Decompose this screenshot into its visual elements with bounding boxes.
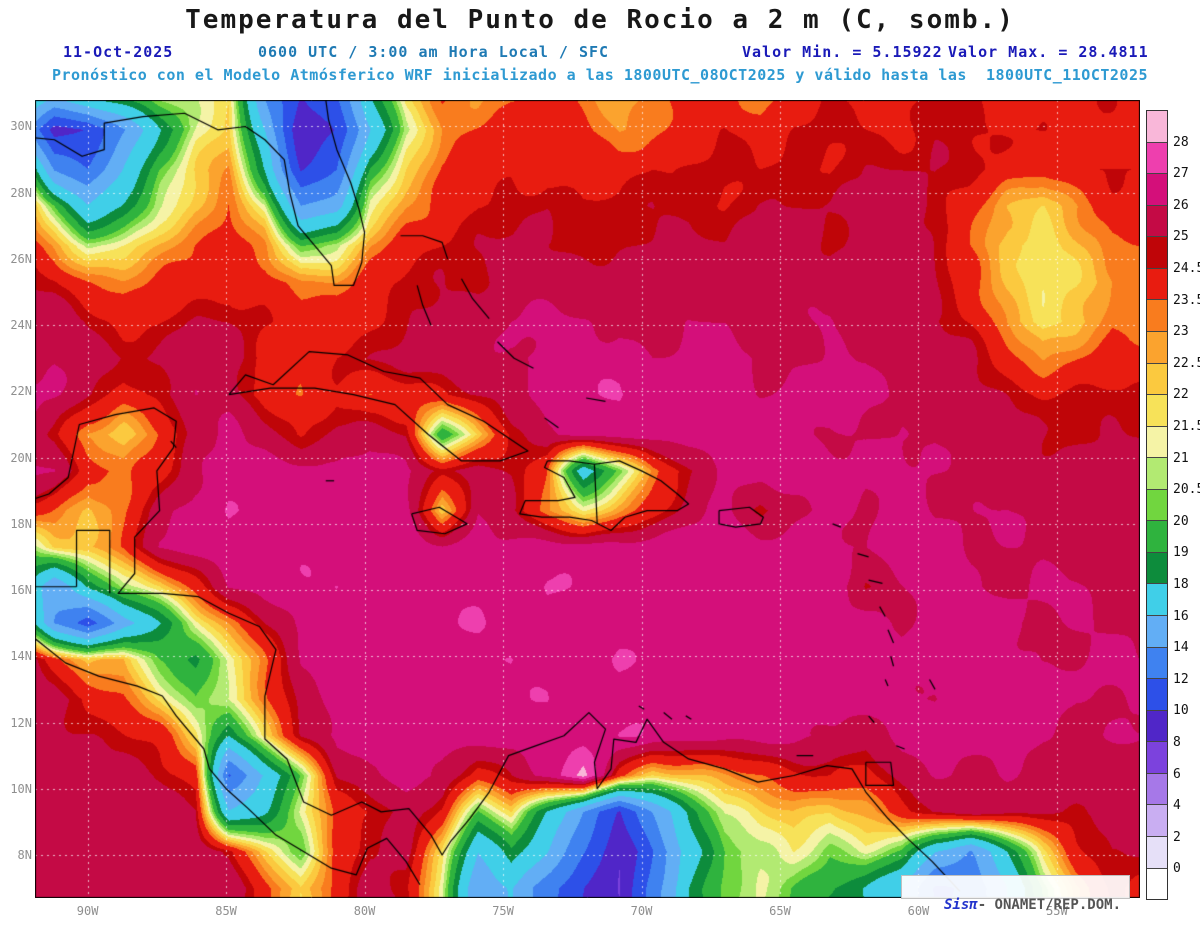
y-axis-tick-label: 16N [10,583,32,598]
colorbar-tick-label: 21.5 [1173,419,1200,434]
watermark: Sisπ- ONAMET/REP.DOM. [901,875,1130,913]
colorbar-tick-label: 4 [1173,798,1181,814]
colorbar-tick-label: 6 [1173,766,1181,782]
colorbar-cell [1147,742,1167,774]
value-max: Valor Max. = 28.4811 [948,43,1149,61]
colorbar-tick-label: 12 [1173,671,1189,687]
y-axis-tick-label: 24N [10,318,32,333]
colorbar-tick-label: 22 [1173,387,1189,403]
colorbar-tick-label: 10 [1173,703,1189,719]
colorbar-cell [1147,363,1167,396]
run-date: 11-Oct-2025 [63,43,174,61]
colorbar-tick-label: 21 [1173,450,1189,466]
y-axis-tick-label: 18N [10,516,32,531]
y-axis-tick-label: 20N [10,450,32,465]
colorbar-tick-label: 20 [1173,513,1189,529]
y-axis-tick-label: 14N [10,649,32,664]
valid-time: 0600 UTC / 3:00 am Hora Local / SFC [258,43,610,61]
colorbar-cell [1147,300,1167,332]
colorbar-cell [1147,237,1167,269]
colorbar-tick-label: 20.5 [1173,482,1200,498]
colorbar-tick-label: 0 [1173,861,1181,877]
colorbar-tick-label: 27 [1173,166,1189,182]
colorbar-tick-label: 23.5 [1173,292,1200,308]
y-axis-tick-label: 30N [10,119,32,134]
colorbar-cell [1147,710,1167,743]
y-axis-tick-label: 26N [10,251,32,266]
y-axis-tick-label: 8N [17,847,32,862]
colorbar-tick-label: 23 [1173,324,1189,340]
x-axis-tick-label: 85W [215,904,237,918]
colorbar-cell [1147,773,1167,806]
map-area [35,100,1140,898]
colorbar-cell [1147,521,1167,553]
colorbar-tick-label: 24.5 [1173,261,1200,276]
x-axis-tick-label: 80W [353,904,376,918]
colorbar-cell [1147,268,1167,301]
x-axis-tick-label: 65W [769,904,791,918]
colorbar-cell [1147,616,1167,648]
colorbar-cell [1147,647,1167,680]
colorbar [1146,110,1168,900]
x-axis-tick-label: 60W [896,904,940,918]
colorbar-tick-label: 19 [1173,545,1189,561]
value-min: Valor Min. = 5.15922 [742,43,943,61]
colorbar-cell [1147,458,1167,490]
colorbar-cell [1147,584,1167,616]
colorbar-cell [1147,552,1167,585]
colorbar-cell [1147,142,1167,175]
colorbar-cell [1147,868,1167,900]
watermark-suffix: - ONAMET/REP.DOM. [977,897,1121,913]
colorbar-cell [1147,205,1167,238]
colorbar-tick-label: 8 [1173,735,1181,750]
x-axis-tick-label: 90W [76,904,99,918]
colorbar-cell [1147,836,1167,869]
colorbar-cell [1147,174,1167,206]
colorbar-cell [1147,395,1167,427]
colorbar-cell [1147,331,1167,364]
forecast-map-canvas [35,100,1140,898]
y-axis-tick-label: 10N [10,781,32,796]
colorbar-tick-label: 2 [1173,829,1181,845]
colorbar-tick-label: 25 [1173,229,1189,245]
colorbar-tick-label: 16 [1173,608,1189,624]
colorbar-tick-label: 18 [1173,577,1189,592]
y-axis-tick-label: 22N [10,384,32,399]
colorbar-cell [1147,489,1167,522]
x-axis-tick-label: 55W [1035,904,1079,918]
colorbar-cell [1147,679,1167,711]
colorbar-cell [1147,111,1167,143]
colorbar-cell [1147,426,1167,459]
x-axis-tick-label: 70W [630,904,653,918]
colorbar-tick-label: 28 [1173,134,1189,150]
page-title: Temperatura del Punto de Rocio a 2 m (C,… [185,5,1015,35]
x-axis-tick-label: 75W [492,904,514,918]
watermark-brand: Sisπ [943,897,978,913]
colorbar-tick-label: 14 [1173,640,1189,656]
y-axis-tick-label: 12N [10,715,32,730]
colorbar-tick-label: 26 [1173,197,1189,213]
colorbar-tick-label: 22.5 [1173,355,1200,371]
model-info: Pronóstico con el Modelo Atmósferico WRF… [51,66,1149,84]
y-axis-tick-label: 28N [10,185,32,200]
colorbar-cell [1147,805,1167,837]
